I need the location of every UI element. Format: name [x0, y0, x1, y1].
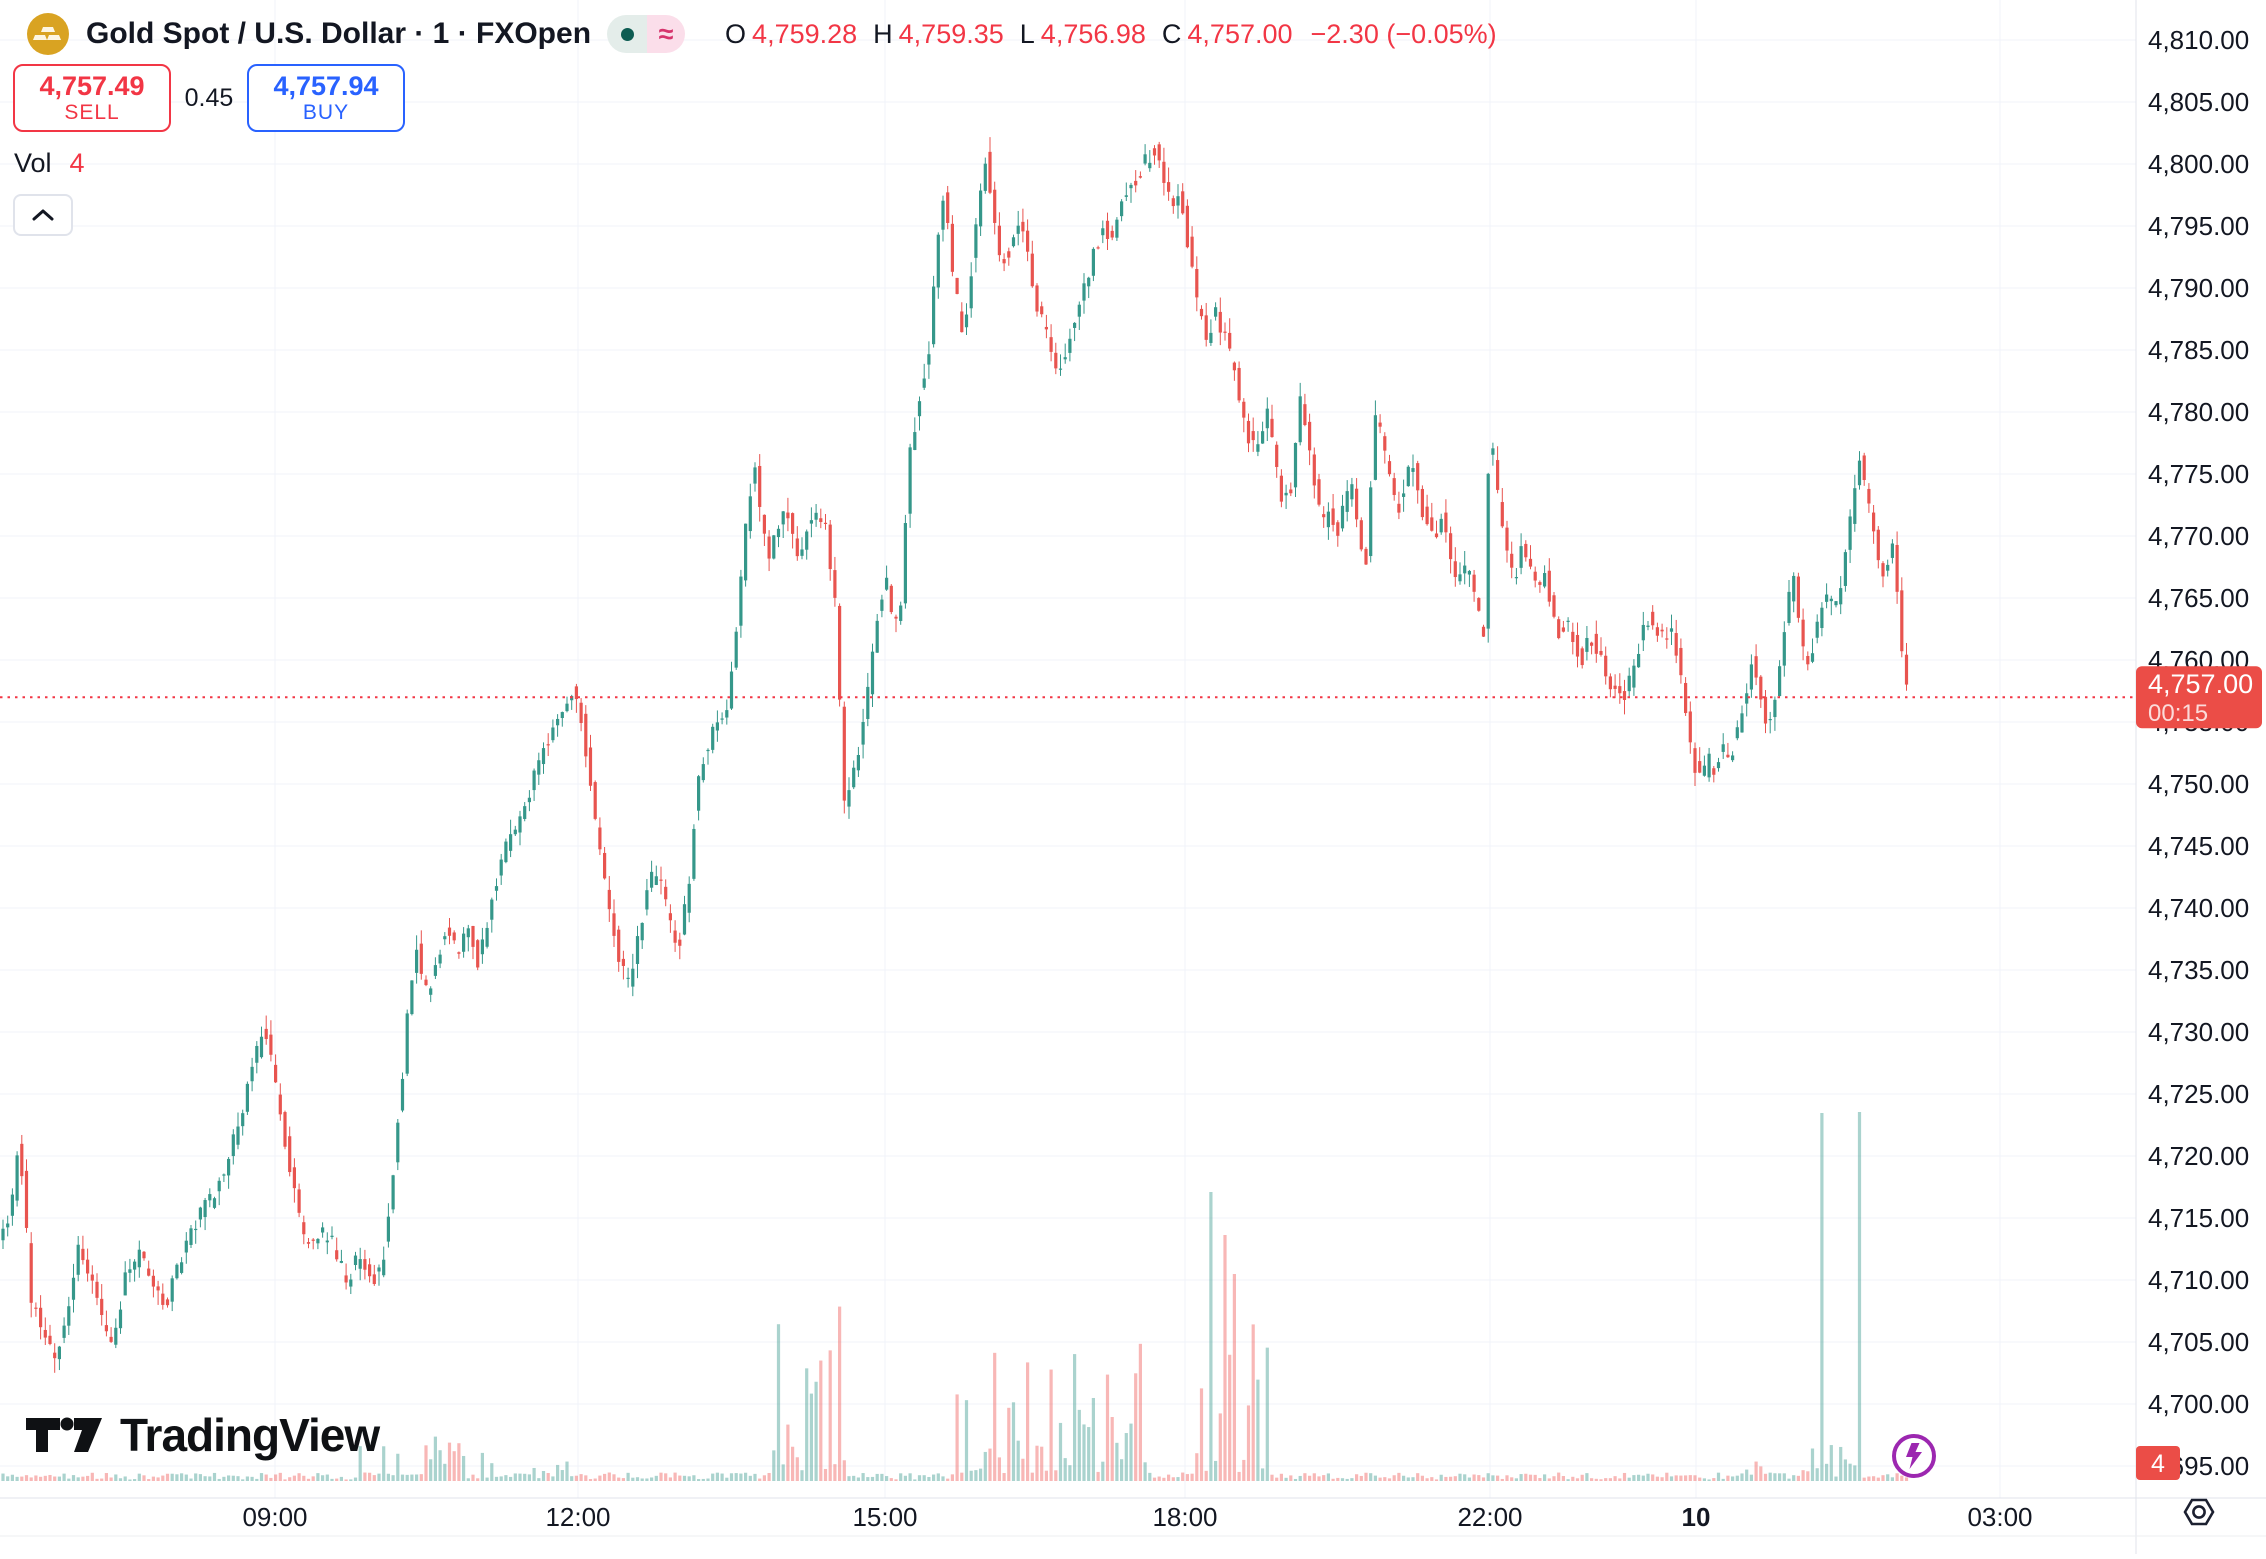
svg-text:4,745.00: 4,745.00 [2148, 831, 2249, 861]
svg-text:4,750.00: 4,750.00 [2148, 769, 2249, 799]
svg-text:4,705.00: 4,705.00 [2148, 1327, 2249, 1357]
svg-text:4,770.00: 4,770.00 [2148, 521, 2249, 551]
volume-study-row[interactable]: Vol 4 [14, 148, 85, 179]
candles [1, 137, 1909, 1373]
high-value: 4,759.35 [898, 18, 1004, 49]
svg-text:4,710.00: 4,710.00 [2148, 1265, 2249, 1295]
svg-text:4,725.00: 4,725.00 [2148, 1079, 2249, 1109]
market-status-pill[interactable]: ≈ [607, 15, 686, 53]
price-axis-labels[interactable]: 4,810.00 4,805.00 4,800.00 4,795.00 4,790.00… [2148, 25, 2249, 1481]
gold-symbol-icon [27, 13, 69, 55]
collapse-legend-button[interactable] [13, 194, 73, 236]
tradingview-watermark[interactable]: TradingView [26, 1408, 380, 1462]
svg-text:4,775.00: 4,775.00 [2148, 459, 2249, 489]
svg-text:4,805.00: 4,805.00 [2148, 87, 2249, 117]
svg-text:4,730.00: 4,730.00 [2148, 1017, 2249, 1047]
buy-price: 4,757.94 [273, 71, 379, 102]
svg-text:4,785.00: 4,785.00 [2148, 335, 2249, 365]
ohlc-readout: O 4,759.28 H 4,759.35 L 4,756.98 C 4,757… [711, 19, 1497, 50]
instant-order-button[interactable] [1892, 1434, 1936, 1478]
svg-text:00:15: 00:15 [2148, 700, 2208, 727]
svg-text:4,700.00: 4,700.00 [2148, 1389, 2249, 1419]
svg-text:4,800.00: 4,800.00 [2148, 149, 2249, 179]
time-axis-labels[interactable]: 09:00 12:00 15:00 18:00 22:00 10 03:00 [242, 1502, 2032, 1532]
approx-data-icon: ≈ [647, 15, 686, 53]
tradingview-watermark-text: TradingView [120, 1409, 380, 1461]
symbol-title[interactable]: Gold Spot / U.S. Dollar · 1 · FXOpen [86, 17, 592, 50]
buy-label: BUY [302, 101, 350, 125]
volume-study-label: Vol [14, 148, 52, 178]
svg-text:4,790.00: 4,790.00 [2148, 273, 2249, 303]
svg-text:4,810.00: 4,810.00 [2148, 25, 2249, 55]
open-value: 4,759.28 [752, 18, 858, 49]
svg-text:03:00: 03:00 [1967, 1502, 2032, 1532]
close-value: 4,757.00 [1187, 18, 1293, 49]
svg-text:10: 10 [1682, 1502, 1711, 1532]
axis-settings-icon[interactable] [2183, 1498, 2215, 1526]
svg-text:4,720.00: 4,720.00 [2148, 1141, 2249, 1171]
svg-text:4,795.00: 4,795.00 [2148, 211, 2249, 241]
svg-text:4,735.00: 4,735.00 [2148, 955, 2249, 985]
market-open-dot-icon [620, 27, 634, 41]
open-label: O [725, 18, 747, 49]
svg-text:4,715.00: 4,715.00 [2148, 1203, 2249, 1233]
svg-text:4,740.00: 4,740.00 [2148, 893, 2249, 923]
change-value: −2.30 (−0.05%) [1310, 18, 1497, 49]
svg-text:4: 4 [2151, 1450, 2165, 1478]
lightning-icon [1906, 1443, 1922, 1469]
sell-button[interactable]: 4,757.49 SELL [13, 64, 171, 132]
low-label: L [1019, 18, 1035, 49]
sell-label: SELL [64, 101, 120, 125]
market-status-dot-segment [607, 15, 648, 53]
order-panel: 4,757.49 SELL 0.45 4,757.94 BUY [13, 64, 405, 132]
svg-text:18:00: 18:00 [1152, 1502, 1217, 1532]
chevron-up-icon [32, 209, 54, 221]
svg-text:4,765.00: 4,765.00 [2148, 583, 2249, 613]
volume-tag: 4 [2136, 1446, 2180, 1480]
volume-study-value: 4 [69, 148, 85, 178]
sell-price: 4,757.49 [39, 71, 145, 102]
grid-lines [0, 0, 2136, 1498]
svg-text:12:00: 12:00 [545, 1502, 610, 1532]
buy-button[interactable]: 4,757.94 BUY [247, 64, 405, 132]
low-value: 4,756.98 [1040, 18, 1146, 49]
close-label: C [1161, 18, 1182, 49]
svg-text:09:00: 09:00 [242, 1502, 307, 1532]
chart-legend: Gold Spot / U.S. Dollar · 1 · FXOpen ≈ O… [26, 8, 1497, 60]
svg-text:4,780.00: 4,780.00 [2148, 397, 2249, 427]
volume-bars [1, 1112, 1909, 1481]
tradingview-logo-icon [26, 1417, 102, 1452]
svg-text:4,757.00: 4,757.00 [2148, 669, 2253, 699]
spread-value: 0.45 [184, 83, 234, 112]
svg-text:22:00: 22:00 [1457, 1502, 1522, 1532]
svg-text:15:00: 15:00 [852, 1502, 917, 1532]
high-label: H [873, 18, 893, 49]
